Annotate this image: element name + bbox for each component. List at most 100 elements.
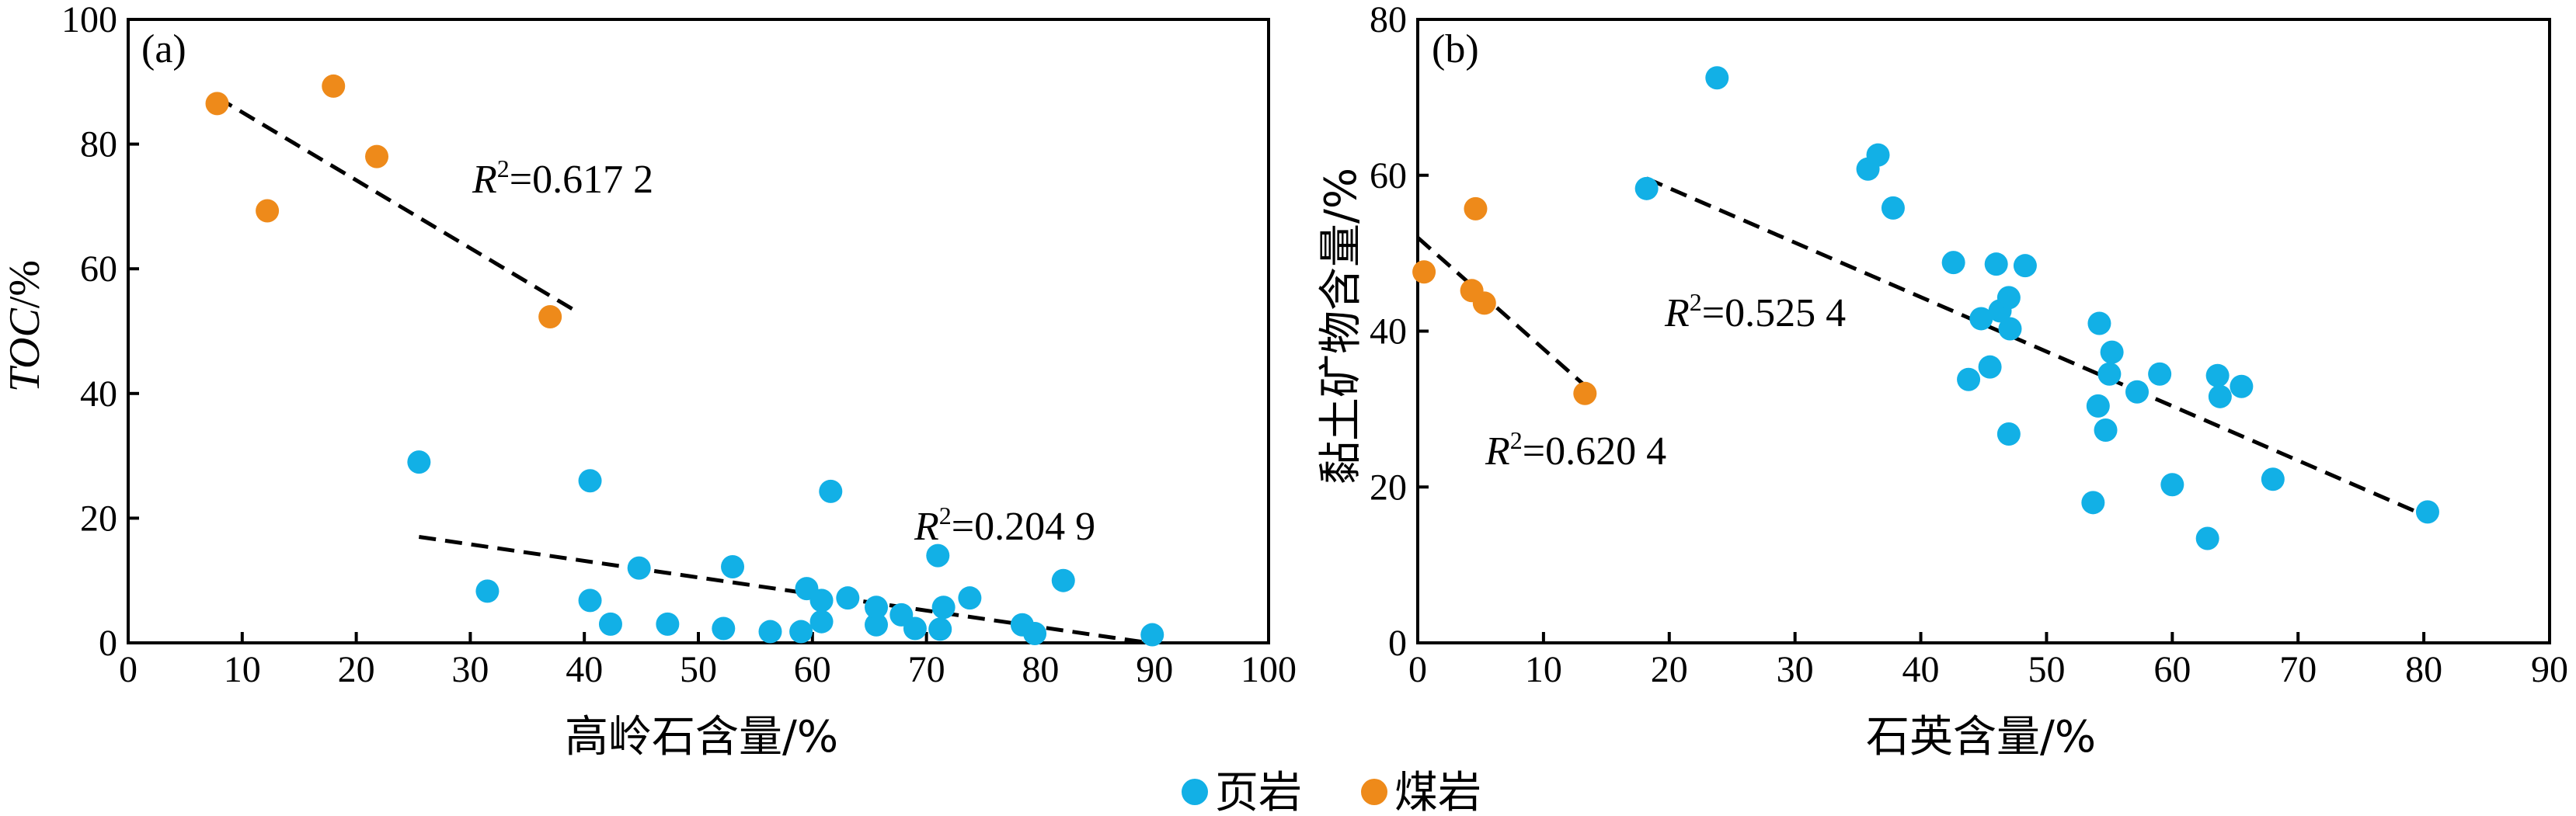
- panel-a-shale-point: [721, 555, 745, 579]
- panel-b-shale-point: [2086, 394, 2110, 418]
- panel-b-xtick-label: 70: [2279, 649, 2317, 690]
- panel-b-ytick-label: 20: [1370, 467, 1407, 508]
- panel-b-shale-point: [1969, 307, 1993, 331]
- panel-b-xtick-label: 0: [1408, 649, 1427, 690]
- panel-b-shale-point: [2087, 311, 2111, 335]
- panel-b-xtick-label: 40: [1902, 649, 1940, 690]
- panel-b-shale-point: [2081, 491, 2105, 515]
- panel-a-shale-point: [865, 613, 889, 637]
- panel-a-xtick-label: 40: [566, 649, 603, 690]
- panel-a-shale-point: [809, 589, 834, 613]
- panel-a-xtick-label: 20: [338, 649, 375, 690]
- panel-b-shale-point: [2261, 467, 2285, 491]
- panel-a-shale-point: [712, 616, 736, 641]
- panel-a-shale-point: [758, 620, 782, 644]
- legend-label-coal: 煤岩: [1394, 768, 1481, 816]
- panel-b-shale-point: [1705, 66, 1729, 90]
- panel-a-coal-point: [322, 74, 346, 98]
- panel-a-shale-point: [903, 616, 927, 641]
- panel-b-xtick-label: 80: [2405, 649, 2442, 690]
- panel-a-shale-point: [809, 609, 834, 634]
- panel-b-plot-frame: [1416, 18, 2551, 644]
- panel-a-tag: (a): [141, 27, 186, 71]
- panel-a-shale-point: [598, 612, 622, 636]
- panel-a-coal-point: [538, 305, 562, 329]
- panel-b-tag: (b): [1432, 27, 1479, 71]
- panel-b-ytick-label: 0: [1388, 623, 1407, 664]
- panel-a-xtick-label: 60: [794, 649, 831, 690]
- panel-a-ytick-label: 80: [80, 124, 117, 165]
- panel-a-shale-point: [656, 612, 680, 636]
- panel-b-coal-trendline: [1416, 236, 1586, 387]
- panel-b-shale-point: [1957, 367, 1981, 391]
- panel-a-coal-trendline: [216, 95, 574, 311]
- panel-a-shale-point: [928, 617, 952, 641]
- panel-a-ytick-label: 100: [61, 0, 117, 40]
- panel-b-shale-point: [2230, 374, 2254, 398]
- panel-a-ytick-label: 0: [99, 623, 117, 664]
- panel-a-shale-point: [578, 589, 602, 613]
- panel-b-shale-point: [1978, 355, 2002, 379]
- panel-b-xtick-label: 50: [2028, 649, 2065, 690]
- legend-marker-shale: [1182, 779, 1208, 805]
- panel-b-shale-point: [2195, 526, 2219, 550]
- panel-b-shale-point: [1998, 317, 2022, 341]
- panel-a-shale-point: [475, 579, 500, 603]
- panel-a-plot-frame: [127, 18, 1270, 644]
- panel-b-shale-point: [1866, 143, 1890, 167]
- panel-b-coal-point: [1464, 196, 1488, 220]
- legend: 页岩 煤岩: [1182, 768, 1481, 816]
- panel-b-xlabel: 石英含量/%: [1866, 712, 2096, 762]
- panel-a-ytick-label: 20: [80, 498, 117, 539]
- panel-a-ylabel: TOC/%: [1, 260, 49, 392]
- panel-a-xtick-label: 0: [119, 649, 138, 690]
- panel-a-shale-point: [836, 586, 860, 610]
- panel-b-shale-point: [2148, 362, 2172, 386]
- panel-b-coal-r2-label: R2=0.620 4: [1485, 426, 1666, 474]
- panel-a-xtick-label: 80: [1022, 649, 1059, 690]
- panel-a-shale-point: [926, 543, 950, 568]
- panel-a-coal-point: [205, 92, 229, 116]
- panel-a-shale-point: [627, 556, 651, 580]
- panel-b-shale-point: [2415, 500, 2439, 524]
- panel-a-shale-point: [1051, 568, 1075, 592]
- panel-b-shale-trendline: [1645, 176, 2428, 519]
- legend-marker-coal: [1361, 779, 1387, 805]
- panel-b-xtick-label: 20: [1651, 649, 1688, 690]
- panel-b-shale-point: [2208, 384, 2232, 408]
- panel-a-ytick-label: 40: [80, 373, 117, 415]
- panel-a-shale-point: [407, 450, 431, 474]
- panel-a-xtick-label: 10: [224, 649, 261, 690]
- panel-b-shale-point: [2100, 340, 2124, 364]
- panel-b-coal-point: [1472, 291, 1496, 315]
- panel-a-coal-r2-label: R2=0.617 2: [472, 155, 653, 202]
- panel-a: TOC/% 高岭石含量/% (a) 0 10 20 30 40 50 60 70 80 90 100…: [1, 0, 1297, 762]
- panel-b-ytick-label: 80: [1370, 0, 1407, 40]
- panel-b-xtick-label: 10: [1525, 649, 1562, 690]
- panel-a-shale-point: [789, 620, 813, 644]
- panel-b-coal-point: [1573, 381, 1597, 405]
- panel-a-coal-point: [365, 144, 389, 168]
- panel-b-shale-point: [2160, 473, 2184, 497]
- legend-label-shale: 页岩: [1215, 768, 1302, 816]
- panel-a-xtick-label: 50: [680, 649, 717, 690]
- panel-b-shale-point: [1984, 252, 2008, 276]
- panel-a-shale-point: [931, 596, 956, 620]
- panel-b-shale-point: [1996, 286, 2021, 310]
- panel-b-shale-point: [1634, 176, 1659, 200]
- panel-b: 黏土矿物含量/% 石英含量/% (b) 0 10 20 30 40 50 60 70 80 90 0…: [1316, 0, 2568, 762]
- panel-b-shale-point: [2094, 418, 2118, 442]
- panel-b-shale-point: [2205, 363, 2230, 387]
- panel-b-shale-point: [1941, 251, 1965, 275]
- panel-a-shale-point: [578, 469, 602, 493]
- panel-b-ytick-label: 60: [1370, 155, 1407, 196]
- panel-b-ylabel: 黏土矿物含量/%: [1316, 168, 1366, 484]
- panel-a-shale-point: [1140, 623, 1164, 647]
- panel-a-shale-point: [819, 479, 843, 503]
- panel-b-shale-r2-label: R2=0.525 4: [1664, 288, 1846, 335]
- panel-b-ytick-label: 40: [1370, 311, 1407, 352]
- panel-b-xtick-label: 90: [2531, 649, 2568, 690]
- panel-b-shale-point: [2125, 380, 2150, 404]
- panel-b-shale-point: [1881, 196, 1905, 220]
